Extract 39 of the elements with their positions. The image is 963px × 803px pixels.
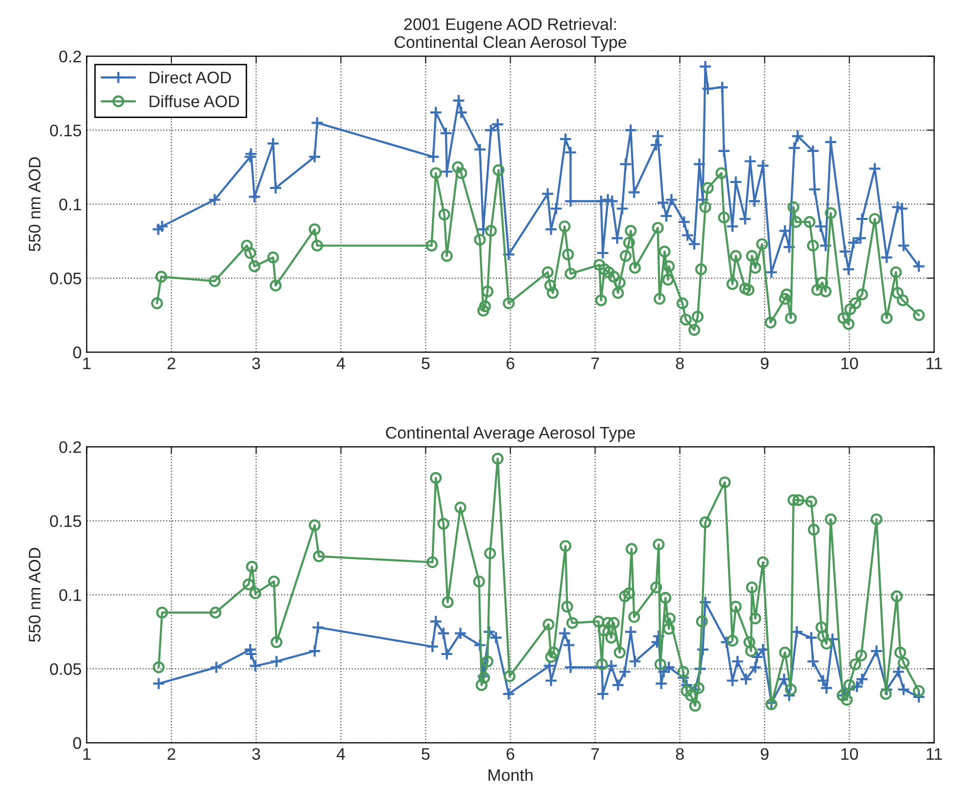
x-tick-label: 8 bbox=[676, 748, 684, 760]
y-axis-title: 550 nm AOD bbox=[28, 548, 41, 642]
x-tick-label: 9 bbox=[760, 748, 768, 760]
x-tick-label: 8 bbox=[676, 357, 684, 370]
y-tick-label: 0.2 bbox=[59, 441, 81, 454]
legend-label: Diffuse AOD bbox=[150, 95, 239, 108]
y-tick-label: 0.15 bbox=[50, 124, 82, 136]
x-tick-label: 10 bbox=[841, 748, 858, 760]
x-axis-title: Month bbox=[488, 768, 532, 781]
x-tick-label: 6 bbox=[506, 357, 514, 370]
y-axis-title: 550 nm AOD bbox=[28, 157, 41, 252]
x-tick-label: 4 bbox=[336, 748, 346, 760]
x-tick-label: 5 bbox=[422, 748, 430, 760]
x-tick-label: 5 bbox=[422, 358, 430, 370]
x-tick-label: 2 bbox=[168, 748, 176, 760]
y-tick-label: 0.1 bbox=[59, 589, 81, 602]
y-tick-label: 0 bbox=[73, 346, 82, 358]
x-tick-label: 7 bbox=[591, 358, 599, 370]
x-tick-label: 9 bbox=[760, 357, 768, 370]
x-tick-label: 11 bbox=[926, 748, 942, 760]
x-tick-label: 1 bbox=[83, 748, 90, 760]
chart-title: Continental Average Aerosol Type bbox=[386, 426, 635, 442]
legend-label: Direct AOD bbox=[150, 71, 231, 84]
y-tick-label: 0.05 bbox=[50, 663, 82, 675]
x-tick-label: 3 bbox=[252, 748, 260, 760]
x-tick-label: 2 bbox=[168, 357, 176, 370]
y-tick-label: 0.05 bbox=[50, 272, 82, 284]
x-tick-label: 10 bbox=[841, 357, 858, 370]
chart-title: 2001 Eugene AOD Retrieval: Continental Clean Aerosol Type bbox=[394, 18, 626, 52]
y-tick-label: 0.2 bbox=[59, 50, 81, 62]
y-tick-label: 0 bbox=[73, 737, 82, 749]
x-tick-label: 3 bbox=[252, 357, 260, 370]
x-tick-label: 11 bbox=[926, 358, 942, 370]
y-tick-label: 0.1 bbox=[59, 198, 81, 210]
x-tick-label: 7 bbox=[591, 748, 599, 760]
x-tick-label: 1 bbox=[83, 358, 90, 370]
x-tick-label: 6 bbox=[506, 748, 514, 760]
x-tick-label: 4 bbox=[336, 358, 346, 370]
y-tick-label: 0.15 bbox=[50, 515, 82, 528]
